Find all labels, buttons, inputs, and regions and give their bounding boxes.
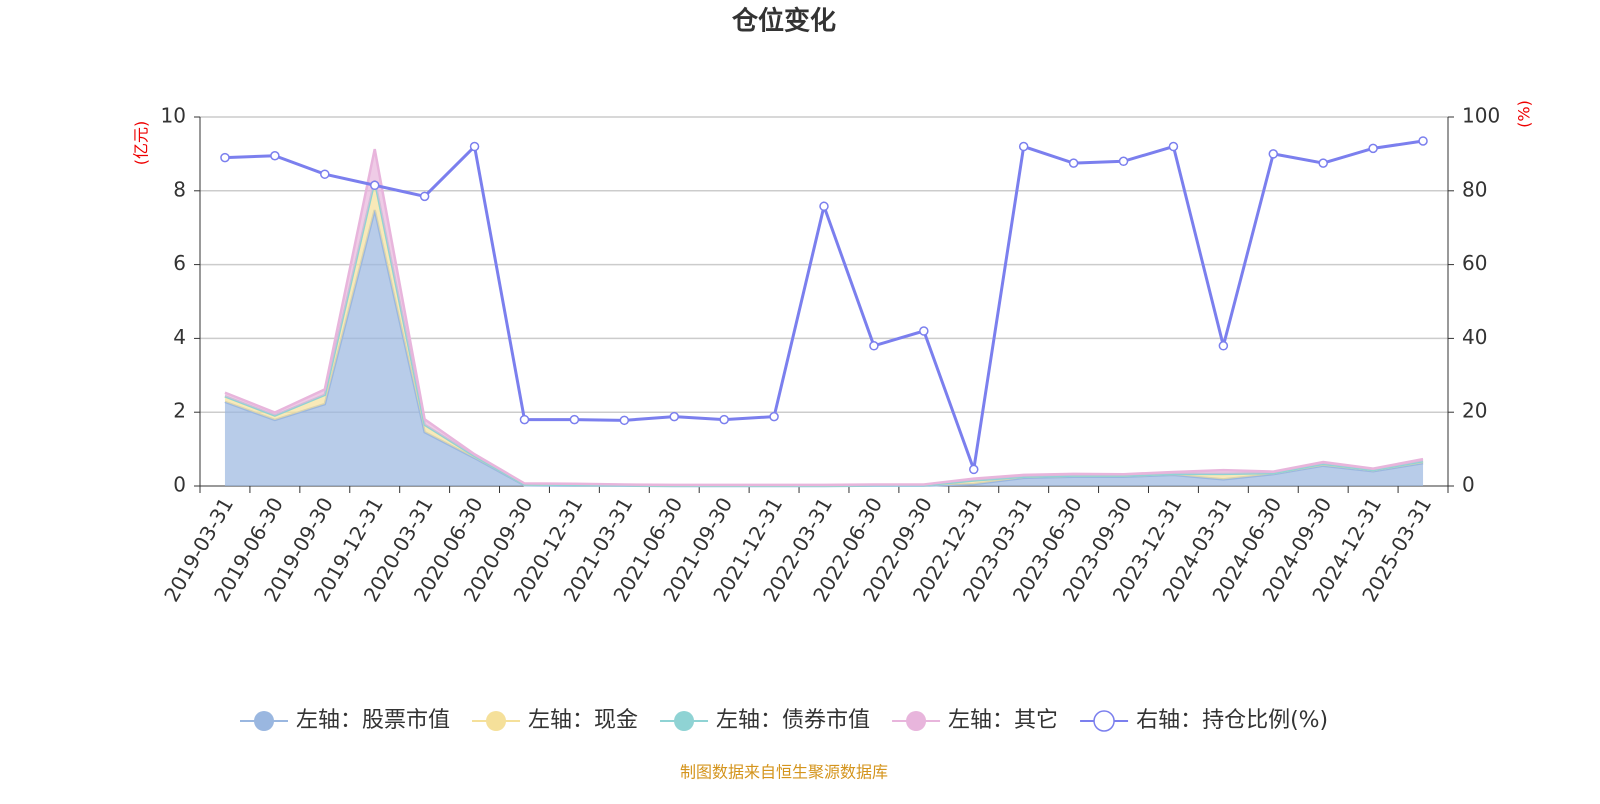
legend-label: 左轴：现金 <box>528 708 638 733</box>
source-note: 制图数据来自恒生聚源数据库 <box>680 763 888 782</box>
ratio-point <box>1218 341 1229 351</box>
ratio-point <box>569 414 580 425</box>
y-tick-label: 8 <box>173 177 186 201</box>
ratio-point <box>819 201 829 212</box>
y2-tick-label: 20 <box>1462 399 1487 423</box>
ratio-point <box>469 141 480 152</box>
y2-tick-label: 100 <box>1462 104 1500 128</box>
ratio-point <box>1018 141 1029 152</box>
y-tick-label: 2 <box>173 399 186 423</box>
legend-label: 左轴：其它 <box>948 708 1058 733</box>
legend: 左轴：股票市值 左轴：现金 左轴：债券市值 左轴：其它 右轴：持仓比例(%) <box>240 708 1328 733</box>
ratio-point <box>419 191 430 202</box>
legend-marker <box>1093 710 1115 732</box>
y2-tick-label: 40 <box>1462 325 1487 349</box>
ratio-point <box>220 152 230 163</box>
y-tick-label: 0 <box>173 473 186 497</box>
ratio-point <box>719 414 729 425</box>
ratio-point <box>1418 136 1428 146</box>
y-axis-label: (亿元) <box>132 121 151 166</box>
ratio-point <box>769 411 779 422</box>
y-tick-label: 6 <box>173 251 186 275</box>
ratio-point <box>619 415 630 426</box>
legend-label: 左轴：股票市值 <box>296 708 450 733</box>
ratio-point <box>1318 158 1328 168</box>
legend-label: 右轴：持仓比例(%) <box>1136 708 1328 733</box>
ratio-point <box>1368 143 1378 154</box>
ratio-point <box>919 326 929 336</box>
y-tick-label: 4 <box>173 325 186 349</box>
ratio-point <box>1268 149 1279 159</box>
ratio-point <box>519 414 530 425</box>
y2-tick-label: 0 <box>1462 473 1475 497</box>
area-top <box>224 148 1424 487</box>
legend-marker <box>486 711 507 731</box>
legend-marker <box>906 711 927 731</box>
ratio-point <box>369 180 380 191</box>
y2-tick-label: 80 <box>1462 177 1487 201</box>
ratio-point <box>1168 141 1179 152</box>
ratio-point <box>869 341 879 351</box>
legend-marker <box>254 711 274 731</box>
chart-title: 仓位变化 <box>731 6 836 37</box>
ratio-point <box>270 150 280 161</box>
y2-axis-label: (%) <box>1515 100 1534 128</box>
ratio-point <box>969 464 979 475</box>
legend-marker <box>674 711 695 731</box>
ratio-point <box>1118 156 1129 167</box>
legend-label: 左轴：债券市值 <box>716 708 870 733</box>
ratio-point <box>320 169 330 179</box>
ratio-point <box>669 411 679 422</box>
y2-tick-label: 60 <box>1462 251 1487 275</box>
area-band <box>224 209 1424 486</box>
y-tick-label: 10 <box>161 104 186 128</box>
ratio-point <box>1068 158 1079 168</box>
